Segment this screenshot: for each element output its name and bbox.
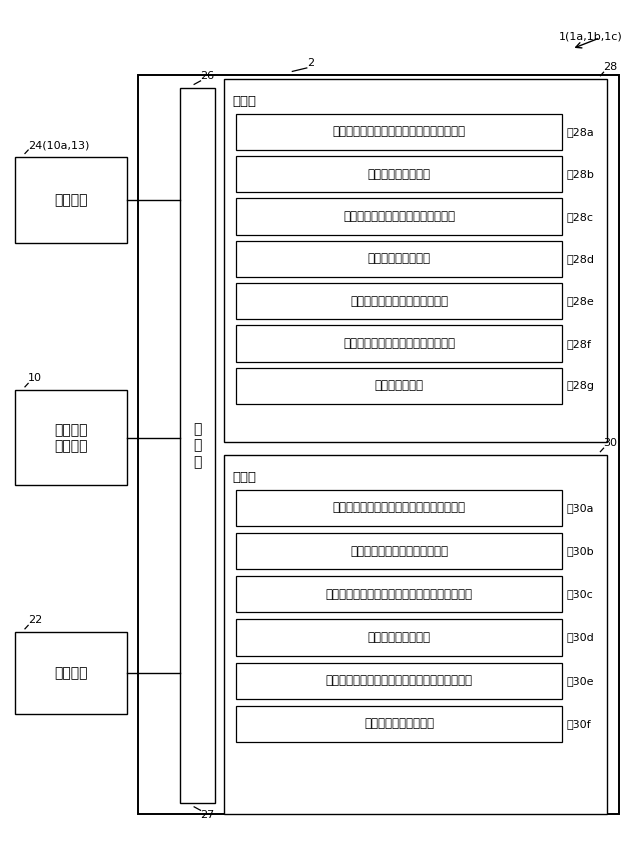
Text: 30: 30 xyxy=(604,438,618,448)
Text: 位置記号－部品識別記号関連づけ部: 位置記号－部品識別記号関連づけ部 xyxy=(343,210,455,223)
Text: ～28c: ～28c xyxy=(566,212,594,222)
Text: 電子部品
実装装置: 電子部品 実装装置 xyxy=(54,423,88,453)
Text: 10: 10 xyxy=(28,374,42,383)
Text: ～28e: ～28e xyxy=(566,297,595,306)
Text: ～28g: ～28g xyxy=(566,381,595,391)
Text: ～30e: ～30e xyxy=(566,675,594,686)
Bar xyxy=(236,199,562,235)
Bar xyxy=(236,576,562,612)
Bar xyxy=(236,368,562,404)
Text: 通
信
部: 通 信 部 xyxy=(193,422,202,469)
Bar xyxy=(225,455,607,814)
Bar xyxy=(236,706,562,742)
Text: ～30f: ～30f xyxy=(566,719,591,729)
Text: 入力装置: 入力装置 xyxy=(54,193,88,207)
Text: ～30a: ～30a xyxy=(566,503,594,512)
Text: 26: 26 xyxy=(200,71,214,81)
Bar xyxy=(15,390,127,486)
Text: 27: 27 xyxy=(200,811,215,820)
Bar xyxy=(180,88,215,804)
Text: 位置記号－部品識別記号関連づけデータ記憶部: 位置記号－部品識別記号関連づけデータ記憶部 xyxy=(326,588,472,601)
Text: 表示装置: 表示装置 xyxy=(54,667,88,681)
Bar xyxy=(236,619,562,655)
Text: 1(1a,1b,1c): 1(1a,1b,1c) xyxy=(559,31,623,42)
Bar xyxy=(236,490,562,526)
Bar xyxy=(236,156,562,192)
Bar xyxy=(236,662,562,699)
Bar xyxy=(15,632,127,714)
Text: ～30d: ～30d xyxy=(566,632,595,642)
Text: ～28d: ～28d xyxy=(566,254,595,264)
Text: 識別記号－部品識別記号関連づけ部: 識別記号－部品識別記号関連づけ部 xyxy=(343,337,455,350)
Text: ～28a: ～28a xyxy=(566,127,595,137)
Text: 22: 22 xyxy=(28,616,42,625)
Bar xyxy=(15,157,127,244)
Text: 28: 28 xyxy=(604,62,618,72)
Text: 部品情報検出部: 部品情報検出部 xyxy=(374,380,424,393)
Text: 処理部: 処理部 xyxy=(232,95,256,108)
Text: 識別記号関連づけデータ記憶部: 識別記号関連づけデータ記憶部 xyxy=(350,544,448,557)
Bar xyxy=(236,114,562,150)
Text: ～30c: ～30c xyxy=(566,590,593,599)
Text: 識別記号関連づけデータ抽出部: 識別記号関連づけデータ抽出部 xyxy=(350,295,448,308)
Text: ～28b: ～28b xyxy=(566,169,595,179)
Text: 記憶部: 記憶部 xyxy=(232,471,256,484)
Bar xyxy=(236,325,562,362)
Bar xyxy=(138,75,620,814)
Bar xyxy=(236,284,562,319)
Text: ～30b: ～30b xyxy=(566,546,594,556)
Text: 2: 2 xyxy=(307,58,314,68)
Text: 代表識別記号記憶部: 代表識別記号記憶部 xyxy=(367,631,431,644)
Bar xyxy=(236,533,562,569)
Bar xyxy=(236,241,562,277)
Text: 代表識別記号照合部: 代表識別記号照合部 xyxy=(367,252,431,265)
Bar xyxy=(225,79,607,442)
Text: ～28f: ～28f xyxy=(566,339,591,349)
Text: 24(10a,13): 24(10a,13) xyxy=(28,140,90,150)
Text: 識別記号－位置記号関連づけデータ作成部: 識別記号－位置記号関連づけデータ作成部 xyxy=(333,126,465,139)
Text: 識別記号－位置記号関連づけデータ記憶部: 識別記号－位置記号関連づけデータ記憶部 xyxy=(333,501,465,514)
Text: 識別記号－部品識別記号関連づけデータ記憶部: 識別記号－部品識別記号関連づけデータ記憶部 xyxy=(326,675,472,688)
Text: 識別記号関連づけ部: 識別記号関連づけ部 xyxy=(367,167,431,180)
Text: 生産プログラム記憶部: 生産プログラム記憶部 xyxy=(364,717,434,730)
